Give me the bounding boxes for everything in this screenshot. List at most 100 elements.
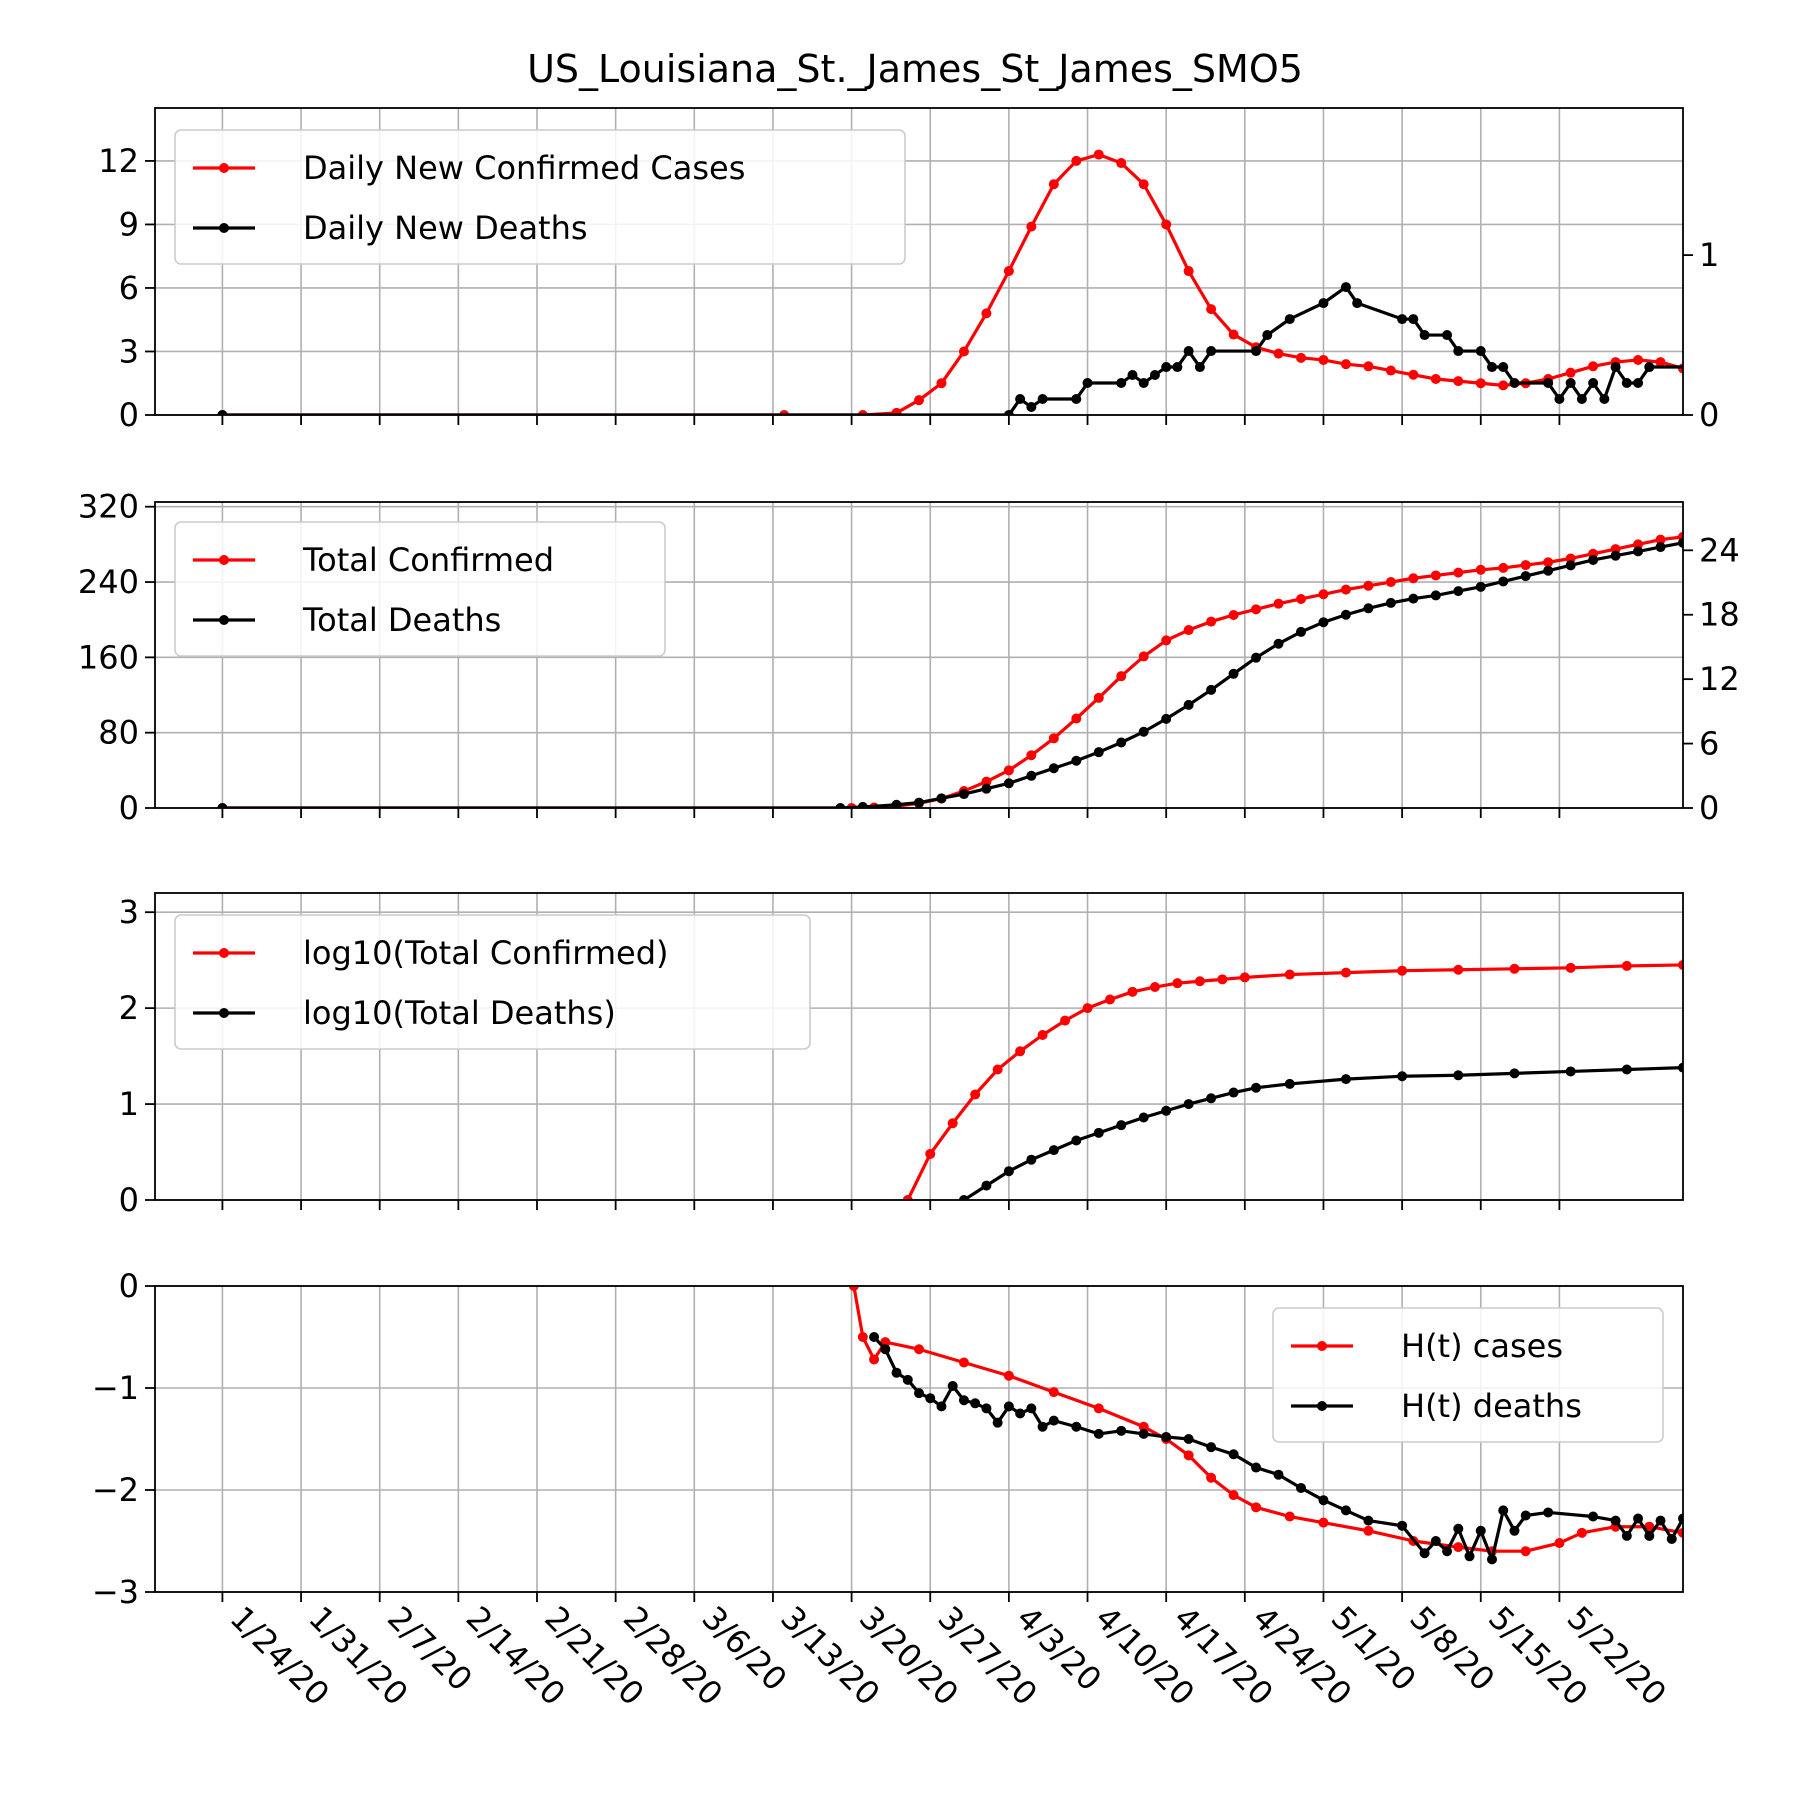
data-point xyxy=(1554,394,1565,405)
data-point xyxy=(1149,370,1160,381)
plot-frame xyxy=(154,501,1684,809)
legend-marker xyxy=(219,948,229,958)
data-point xyxy=(1183,625,1194,636)
data-point xyxy=(1251,652,1262,663)
data-point xyxy=(1206,684,1217,695)
legend-label: log10(Total Deaths) xyxy=(303,994,616,1032)
data-point xyxy=(1588,378,1599,389)
data-point xyxy=(958,346,969,357)
data-point xyxy=(1453,964,1464,975)
data-point xyxy=(981,1403,992,1414)
legend-box xyxy=(174,129,906,265)
data-point xyxy=(992,1417,1003,1428)
data-point xyxy=(1273,638,1284,649)
legend: log10(Total Confirmed) log10(Total Deaths… xyxy=(174,914,811,1050)
data-point xyxy=(902,1374,913,1385)
y2-tick-label: 18 xyxy=(1699,596,1740,634)
data-point xyxy=(1026,770,1037,781)
data-point xyxy=(958,1395,969,1406)
data-point xyxy=(1318,617,1329,628)
data-point xyxy=(1149,982,1160,993)
data-point xyxy=(1082,1003,1093,1014)
y2-tick-label: 0 xyxy=(1699,789,1719,827)
data-point xyxy=(1397,1071,1408,1082)
data-point xyxy=(891,799,902,808)
series-log10-total-confirmed- xyxy=(902,959,1683,1200)
data-point xyxy=(1116,1425,1127,1436)
data-point xyxy=(1251,346,1262,357)
data-point xyxy=(1576,1527,1587,1538)
data-point xyxy=(1644,362,1655,373)
data-point xyxy=(1385,597,1396,608)
data-point xyxy=(1161,1431,1172,1442)
data-point xyxy=(1239,972,1250,983)
series-daily-new-deaths xyxy=(217,282,1789,415)
data-point xyxy=(914,797,924,808)
data-point xyxy=(1194,362,1205,373)
data-point xyxy=(925,1148,936,1159)
data-point xyxy=(1228,609,1239,620)
data-point xyxy=(1048,733,1059,744)
data-point xyxy=(1464,1551,1475,1562)
data-point xyxy=(217,803,228,808)
y-tick-label: 0 xyxy=(119,396,139,434)
data-point xyxy=(1430,1536,1441,1546)
y-tick-label: 320 xyxy=(78,488,139,526)
data-point xyxy=(1700,372,1710,382)
data-point xyxy=(902,1195,913,1200)
legend-label: H(t) deaths xyxy=(1401,1387,1582,1425)
y-tick-label: 12 xyxy=(98,142,139,180)
data-point xyxy=(1610,1515,1621,1526)
data-point xyxy=(1430,374,1441,385)
data-point xyxy=(1138,1421,1149,1432)
data-point xyxy=(1509,1525,1520,1536)
y2-tick-label: 24 xyxy=(1699,531,1740,569)
data-point xyxy=(1475,1525,1486,1536)
data-point xyxy=(1340,584,1351,595)
data-point xyxy=(1723,1554,1733,1564)
data-point xyxy=(1340,1074,1351,1085)
data-point xyxy=(1071,755,1082,766)
data-point xyxy=(1363,361,1374,372)
data-point xyxy=(1655,534,1666,545)
data-point xyxy=(1273,598,1284,609)
y-tick-label: 1 xyxy=(119,1085,139,1123)
data-point xyxy=(1206,1442,1217,1453)
data-point xyxy=(1217,974,1228,985)
data-point xyxy=(1048,1387,1059,1398)
legend-box xyxy=(174,914,811,1050)
data-point xyxy=(936,378,947,389)
data-point xyxy=(1430,590,1441,601)
data-point xyxy=(1453,346,1464,357)
data-point xyxy=(1228,1087,1239,1098)
data-point xyxy=(1408,314,1419,325)
data-point xyxy=(1206,616,1217,627)
data-point xyxy=(1026,1403,1037,1414)
data-point xyxy=(1284,1511,1295,1522)
data-point xyxy=(1363,1515,1374,1526)
plot-frame xyxy=(154,107,1684,416)
panel-log: 0 1 2 3 log10(Total Confirmed) log10(Total De… xyxy=(119,892,1684,1219)
data-point xyxy=(1284,969,1295,980)
legend-label: Daily New Deaths xyxy=(303,209,588,247)
y-tick-label: −1 xyxy=(92,1369,139,1407)
data-point xyxy=(1340,609,1351,620)
data-point xyxy=(1621,960,1632,971)
data-point xyxy=(1273,348,1284,359)
data-point xyxy=(1442,1546,1453,1557)
data-point xyxy=(1779,362,1789,372)
data-point xyxy=(1700,1541,1710,1551)
data-point xyxy=(1599,394,1610,405)
data-point xyxy=(1340,282,1351,293)
data-point xyxy=(1633,546,1644,557)
data-point xyxy=(1206,1472,1217,1483)
data-point xyxy=(1127,986,1138,997)
data-point xyxy=(1397,1520,1408,1531)
data-point xyxy=(1228,1449,1239,1460)
data-point xyxy=(1588,1511,1599,1522)
y-tick-label: 80 xyxy=(98,714,139,752)
data-point xyxy=(1296,626,1306,637)
data-point xyxy=(1745,524,1755,534)
data-point xyxy=(1509,378,1520,389)
data-point xyxy=(1745,1557,1755,1567)
